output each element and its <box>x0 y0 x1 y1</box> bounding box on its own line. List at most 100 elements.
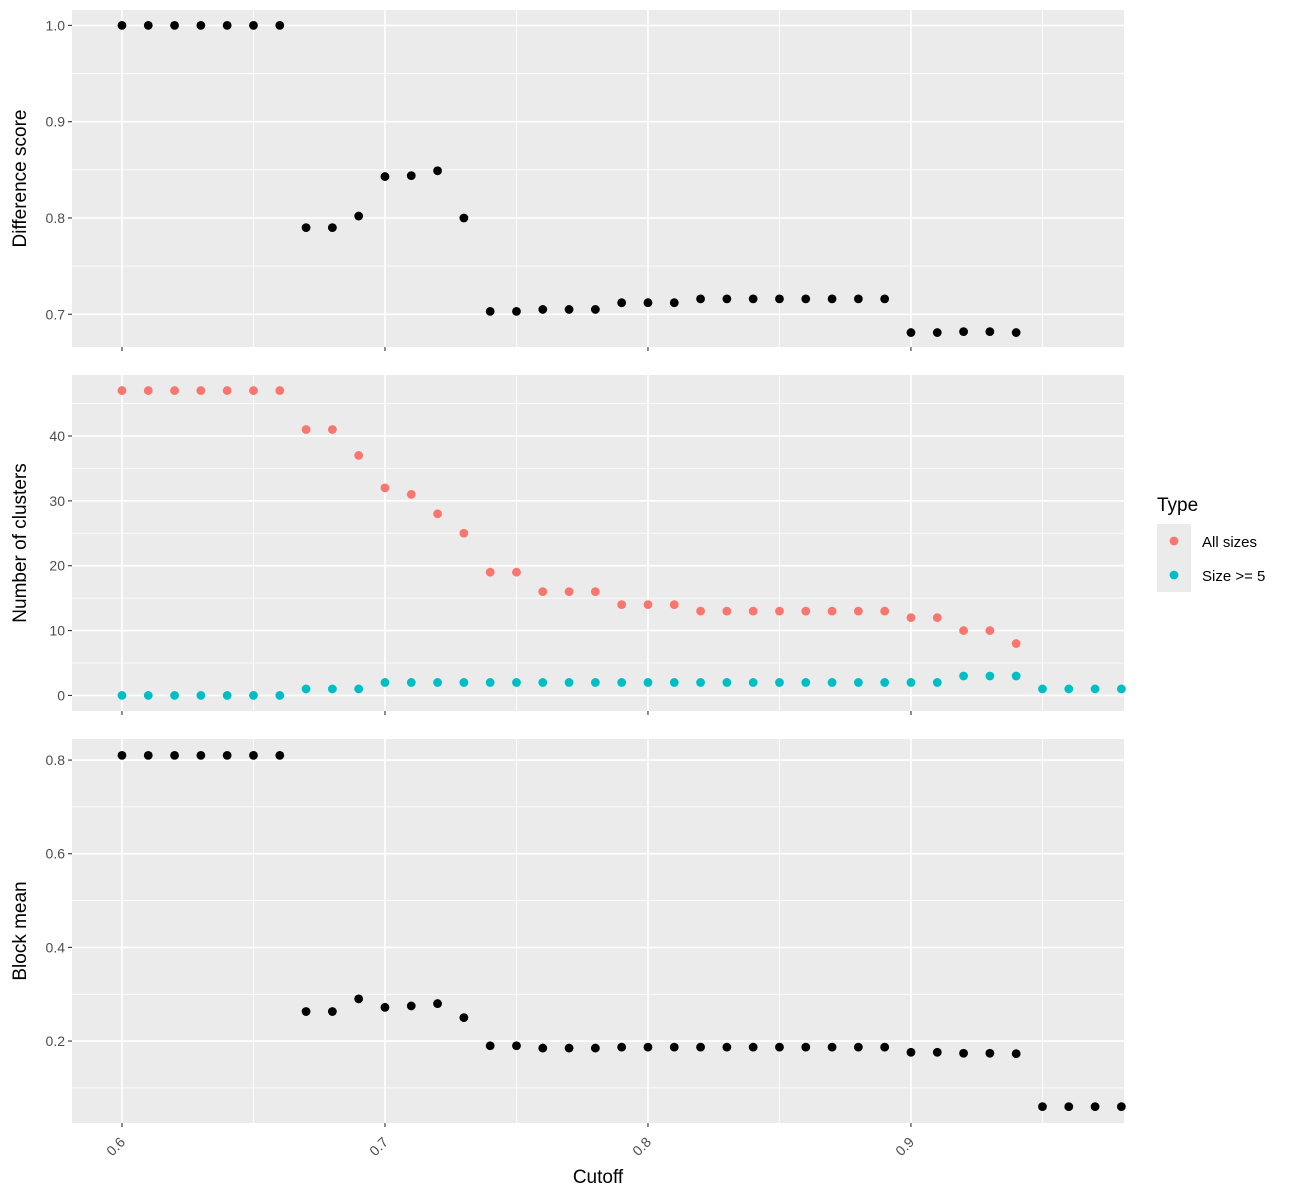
data-point <box>880 678 890 687</box>
data-point <box>853 294 863 304</box>
y-tick-label: 0.8 <box>46 752 66 768</box>
data-point <box>853 1042 863 1052</box>
data-point <box>853 606 863 616</box>
data-point <box>170 691 179 700</box>
data-point <box>249 21 258 30</box>
data-point <box>959 327 968 336</box>
data-point <box>196 386 206 395</box>
x-axis: 0.6 0.7 0.8 0.9 <box>103 1134 917 1159</box>
data-point <box>564 305 574 314</box>
data-point <box>143 386 153 395</box>
data-point <box>1011 1049 1021 1059</box>
data-point <box>327 425 337 434</box>
data-point <box>196 691 206 700</box>
data-point <box>590 1043 600 1053</box>
data-point <box>275 386 285 395</box>
data-point <box>301 425 311 434</box>
data-point <box>906 613 916 622</box>
data-point <box>985 1048 995 1058</box>
y-tick-label: 10 <box>49 623 65 639</box>
data-point <box>669 678 679 687</box>
y-tick-label: 1.0 <box>46 17 66 33</box>
y-tick-label: 0.6 <box>46 846 66 862</box>
data-point <box>1064 1102 1074 1112</box>
legend-entry: Size >= 5 <box>1157 558 1265 592</box>
data-point <box>538 678 548 687</box>
data-point <box>748 606 758 616</box>
data-point <box>406 171 416 181</box>
data-point <box>669 298 679 308</box>
data-point <box>880 294 890 304</box>
data-point <box>617 298 627 308</box>
legend: Type All sizes Size >= 5 <box>1157 495 1265 592</box>
data-point <box>485 1041 495 1051</box>
data-point <box>354 451 364 460</box>
data-point <box>748 294 758 304</box>
data-point <box>827 678 837 687</box>
data-point <box>301 1007 311 1016</box>
legend-label: Size >= 5 <box>1202 568 1265 585</box>
data-point <box>932 613 942 622</box>
data-point <box>249 750 258 760</box>
data-point <box>327 684 337 694</box>
data-point <box>775 1042 784 1052</box>
data-point <box>275 691 285 700</box>
data-point <box>354 684 364 694</box>
panel-difference-score: 0.7 0.8 0.9 1.0 Difference score <box>10 10 1124 351</box>
data-point <box>433 509 442 519</box>
data-point <box>538 1043 548 1053</box>
data-point <box>827 606 837 616</box>
y-tick-label: 30 <box>49 493 65 509</box>
panel-background <box>72 375 1124 711</box>
data-point <box>722 606 732 616</box>
data-point <box>801 294 811 304</box>
data-point <box>643 298 653 308</box>
y-tick-label: 0.2 <box>46 1033 66 1049</box>
data-point <box>1064 684 1074 694</box>
data-point <box>143 750 153 760</box>
data-point <box>959 671 968 681</box>
panel-block-mean: 0.2 0.4 0.6 0.8 Block mean <box>10 739 1126 1127</box>
data-point <box>696 606 705 616</box>
data-point <box>669 600 679 610</box>
data-point <box>117 386 127 395</box>
data-point <box>801 1042 811 1052</box>
data-point <box>354 994 364 1004</box>
data-point <box>617 600 627 610</box>
data-point <box>985 626 995 635</box>
data-point <box>380 172 390 181</box>
data-point <box>512 306 521 316</box>
series-points <box>117 21 1021 337</box>
data-point <box>643 678 653 687</box>
series-points <box>117 750 1126 1112</box>
data-point <box>722 294 732 304</box>
data-point <box>801 678 811 687</box>
y-tick-label: 40 <box>49 428 65 444</box>
data-point <box>696 1042 705 1052</box>
data-point <box>1090 684 1100 694</box>
y-tick-label: 0.4 <box>46 939 66 955</box>
data-point <box>1090 1102 1100 1112</box>
panel-background <box>72 739 1124 1123</box>
data-point <box>959 1048 968 1058</box>
data-point <box>590 305 600 314</box>
data-point <box>617 1042 627 1052</box>
legend-entry: All sizes <box>1157 524 1257 558</box>
x-tick-label: 0.7 <box>366 1134 391 1159</box>
data-point <box>906 328 916 337</box>
data-point <box>143 691 153 700</box>
data-point <box>827 1042 837 1052</box>
data-point <box>801 606 811 616</box>
legend-dot <box>1169 570 1179 580</box>
data-point <box>932 678 942 687</box>
data-point <box>459 678 469 687</box>
data-point <box>1116 684 1126 694</box>
data-point <box>906 678 916 687</box>
data-point <box>117 691 127 700</box>
data-point <box>459 1013 469 1023</box>
data-point <box>143 21 153 30</box>
data-point <box>406 1001 416 1011</box>
y-tick-label: 0.9 <box>46 114 66 130</box>
data-point <box>380 1002 390 1012</box>
